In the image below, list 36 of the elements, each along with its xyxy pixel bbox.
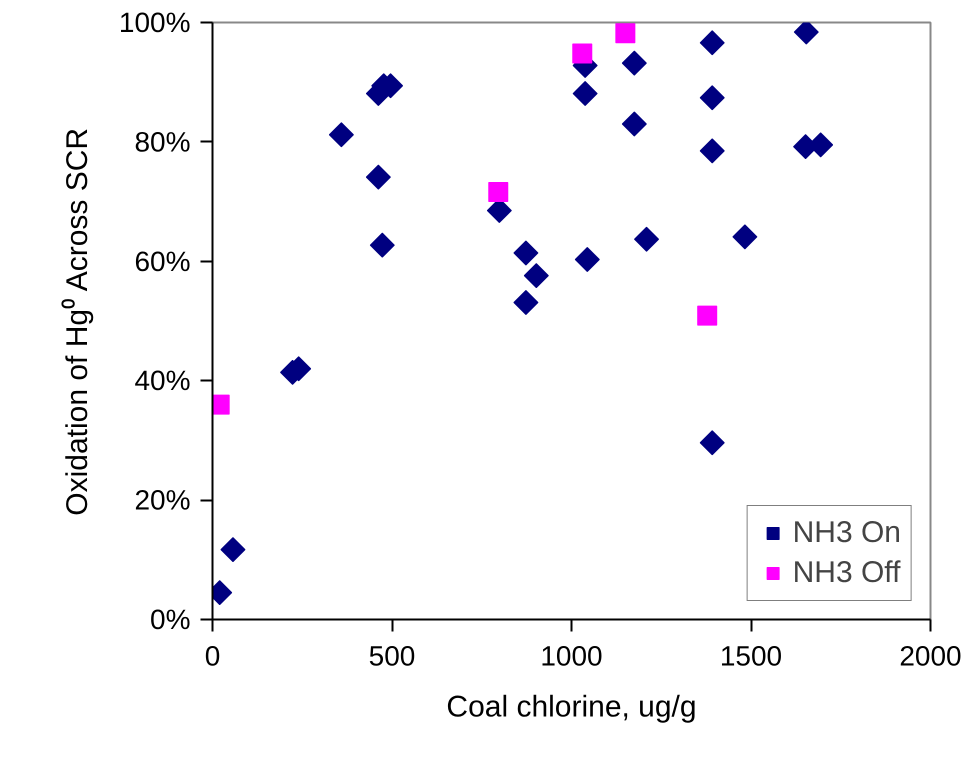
- point: [524, 263, 549, 288]
- legend-label: NH3 On: [792, 516, 901, 550]
- point: [574, 246, 600, 272]
- point: [700, 85, 725, 110]
- x-tick-label: 500: [368, 640, 416, 672]
- point: [513, 240, 538, 266]
- y-tick-label: 20%: [134, 484, 191, 516]
- point: [370, 232, 395, 258]
- legend-label: NH3 Off: [792, 556, 900, 590]
- point: [732, 224, 758, 250]
- point: [697, 306, 718, 326]
- point: [622, 111, 647, 137]
- y-tick-label: 60%: [134, 246, 191, 277]
- point: [700, 430, 725, 456]
- y-tick-label: 100%: [118, 7, 191, 38]
- point: [488, 182, 508, 202]
- point: [513, 290, 538, 316]
- y-tick-label: 0%: [150, 604, 190, 635]
- x-tick-label: 1000: [540, 640, 603, 672]
- y-tick-label: 80%: [134, 126, 191, 158]
- point: [700, 138, 725, 164]
- point: [700, 30, 725, 56]
- y-axis-title: Oxidation of Hg⁰ Across SCR: [60, 128, 94, 516]
- point: [220, 537, 246, 562]
- x-axis-title: Coal chlorine, ug/g: [446, 690, 697, 724]
- x-tick-label: 0: [204, 640, 220, 672]
- point: [572, 81, 598, 106]
- x-tick-label: 1500: [720, 640, 782, 672]
- point: [622, 50, 647, 76]
- point: [328, 122, 354, 148]
- y-tick-label: 40%: [134, 365, 191, 396]
- point: [615, 23, 636, 44]
- point: [572, 44, 592, 64]
- point: [634, 226, 660, 252]
- point: [366, 164, 391, 190]
- x-tick-label: 2000: [899, 640, 962, 672]
